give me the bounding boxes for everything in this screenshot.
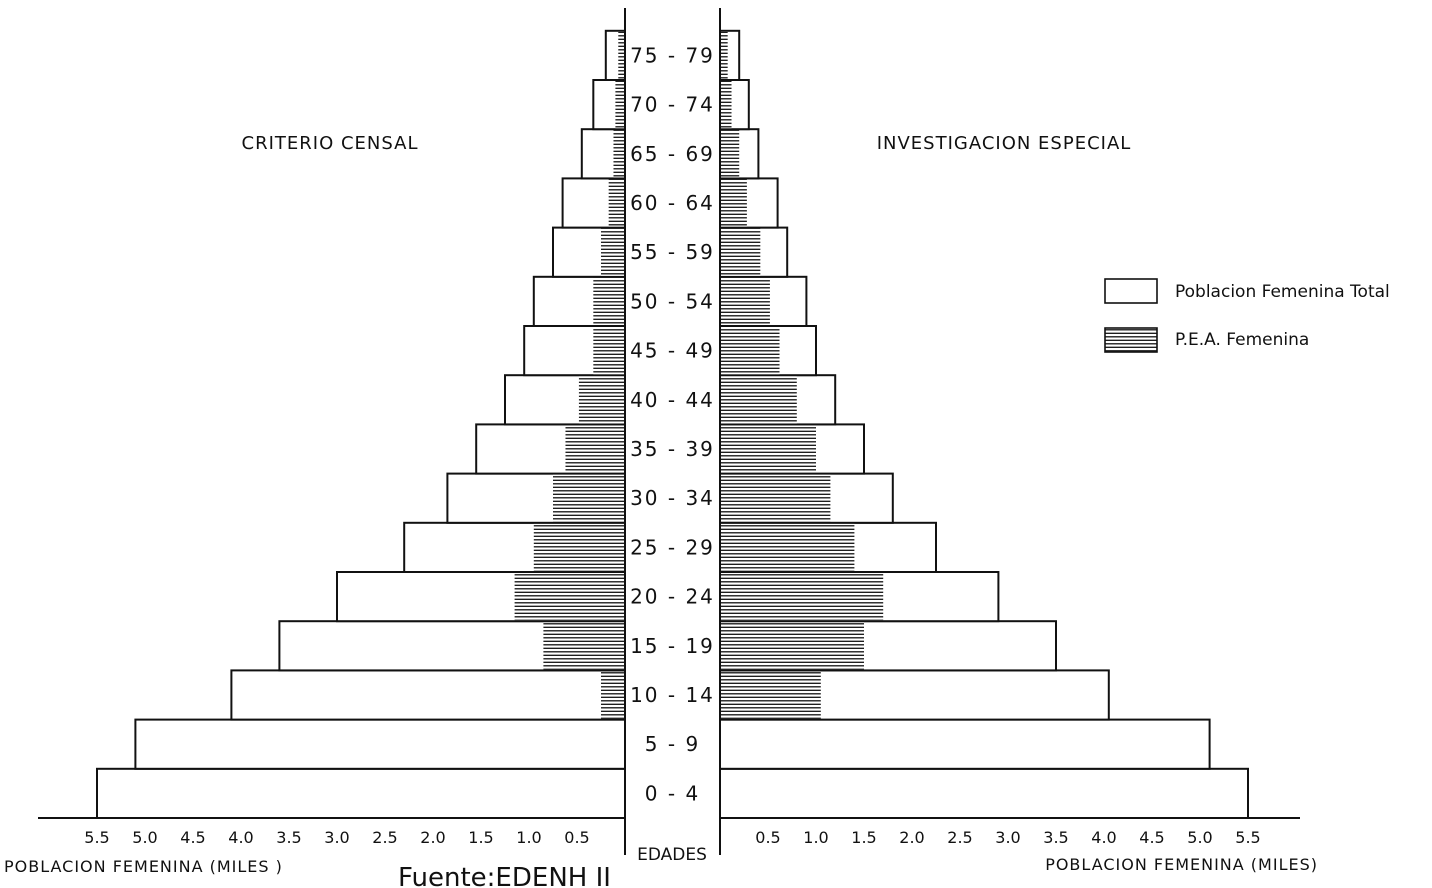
right-tick-label-4: 2.5 — [947, 828, 972, 847]
bar-left-pea-6 — [553, 474, 625, 522]
age-label-15: 75 - 79 — [630, 43, 715, 67]
left-tick-label-9: 1.0 — [516, 828, 541, 847]
age-label-0: 0 - 4 — [645, 781, 700, 805]
bar-left-pea-12 — [608, 179, 625, 227]
left-tick-label-7: 2.0 — [420, 828, 445, 847]
age-label-9: 45 - 49 — [630, 339, 715, 363]
legend-swatch-total — [1104, 278, 1158, 304]
bar-left-pea-5 — [533, 523, 625, 571]
bar-right-pea-2 — [720, 671, 821, 719]
bar-right-pea-6 — [720, 474, 831, 522]
bar-right-total-1 — [719, 718, 1211, 770]
left-tick-label-2: 4.5 — [180, 828, 205, 847]
right-tick-label-1: 1.0 — [803, 828, 828, 847]
left-tick-label-3: 4.0 — [228, 828, 253, 847]
bar-left-pea-14 — [615, 81, 625, 129]
bar-left-pea-3 — [543, 622, 625, 670]
bar-right-pea-9 — [720, 327, 780, 375]
bar-left-total-2 — [230, 669, 626, 721]
bar-right-pea-10 — [720, 277, 770, 325]
bar-right-pea-4 — [720, 573, 884, 621]
source-note: Fuente:EDENH II — [398, 863, 611, 888]
bar-right-total-0 — [719, 767, 1249, 819]
bar-left-pea-7 — [565, 425, 625, 473]
legend-label-pea: P.E.A. Femenina — [1175, 330, 1309, 350]
left-tick-label-8: 1.5 — [468, 828, 493, 847]
legend-swatch-pea — [1104, 327, 1158, 353]
age-label-1: 5 - 9 — [645, 732, 700, 756]
right-tick-label-5: 3.0 — [995, 828, 1020, 847]
left-tick-label-4: 3.5 — [276, 828, 301, 847]
right-tick-labels: 0.5 1.0 1.5 2.0 2.5 3.0 3.5 4.0 4.5 5.0 5.5 — [755, 828, 1260, 847]
bar-left-pea-2 — [601, 671, 625, 719]
right-tick-label-8: 4.5 — [1139, 828, 1164, 847]
left-tick-label-1: 5.0 — [132, 828, 157, 847]
bar-right-pea-3 — [720, 622, 864, 670]
age-label-3: 15 - 19 — [630, 634, 715, 658]
bar-left-pea-4 — [514, 573, 625, 621]
age-label-12: 60 - 64 — [630, 191, 715, 215]
age-labels-group: 0 - 4 5 - 9 10 - 14 15 - 19 20 - 24 25 - 29 30… — [630, 43, 715, 805]
bar-right-pea-12 — [720, 179, 747, 227]
left-x-axis-title: POBLACION FEMENINA (MILES ) — [4, 857, 283, 876]
age-label-14: 70 - 74 — [630, 93, 715, 117]
legend: Poblacion Femenina Total P.E.A. Femenina — [1104, 278, 1390, 353]
age-label-5: 25 - 29 — [630, 535, 715, 559]
left-tick-labels: 5.5 5.0 4.5 4.0 3.5 3.0 2.5 2.0 1.5 1.0 0.5 — [84, 828, 589, 847]
bar-left-pea-11 — [601, 228, 625, 276]
left-tick-label-10: 0.5 — [564, 828, 589, 847]
bar-left-total-1 — [134, 718, 626, 770]
bar-right-pea-13 — [720, 130, 740, 178]
left-tick-label-6: 2.5 — [372, 828, 397, 847]
bar-left-pea-8 — [578, 376, 625, 424]
bar-left-total-0 — [96, 767, 626, 819]
age-label-7: 35 - 39 — [630, 437, 715, 461]
right-tick-label-10: 5.5 — [1235, 828, 1260, 847]
left-tick-label-5: 3.0 — [324, 828, 349, 847]
age-label-2: 10 - 14 — [630, 683, 715, 707]
right-panel-title: INVESTIGACION ESPECIAL — [877, 133, 1132, 154]
legend-label-total: Poblacion Femenina Total — [1175, 282, 1390, 302]
bar-left-pea-15 — [618, 31, 625, 79]
bar-left-pea-13 — [613, 130, 625, 178]
left-tick-label-0: 5.5 — [84, 828, 109, 847]
bar-right-pea-15 — [720, 31, 728, 79]
right-tick-label-3: 2.0 — [899, 828, 924, 847]
bars-group — [96, 29, 1249, 819]
right-tick-label-9: 5.0 — [1187, 828, 1212, 847]
bar-right-pea-5 — [720, 523, 855, 571]
bar-right-pea-8 — [720, 376, 797, 424]
age-label-13: 65 - 69 — [630, 142, 715, 166]
right-tick-label-0: 0.5 — [755, 828, 780, 847]
bar-left-pea-10 — [593, 277, 625, 325]
bar-right-pea-11 — [720, 228, 761, 276]
bar-right-pea-7 — [720, 425, 816, 473]
bar-right-pea-14 — [720, 81, 732, 129]
age-label-11: 55 - 59 — [630, 240, 715, 264]
age-label-6: 30 - 34 — [630, 486, 715, 510]
right-tick-label-7: 4.0 — [1091, 828, 1116, 847]
age-label-8: 40 - 44 — [630, 388, 715, 412]
bar-left-pea-9 — [593, 327, 625, 375]
age-label-10: 50 - 54 — [630, 289, 715, 313]
right-x-axis-title: POBLACION FEMENINA (MILES) — [1045, 855, 1318, 874]
right-tick-label-2: 1.5 — [851, 828, 876, 847]
category-axis-title: EDADES — [637, 845, 707, 865]
age-label-4: 20 - 24 — [630, 585, 715, 609]
right-tick-label-6: 3.5 — [1043, 828, 1068, 847]
left-panel-title: CRITERIO CENSAL — [242, 133, 419, 154]
